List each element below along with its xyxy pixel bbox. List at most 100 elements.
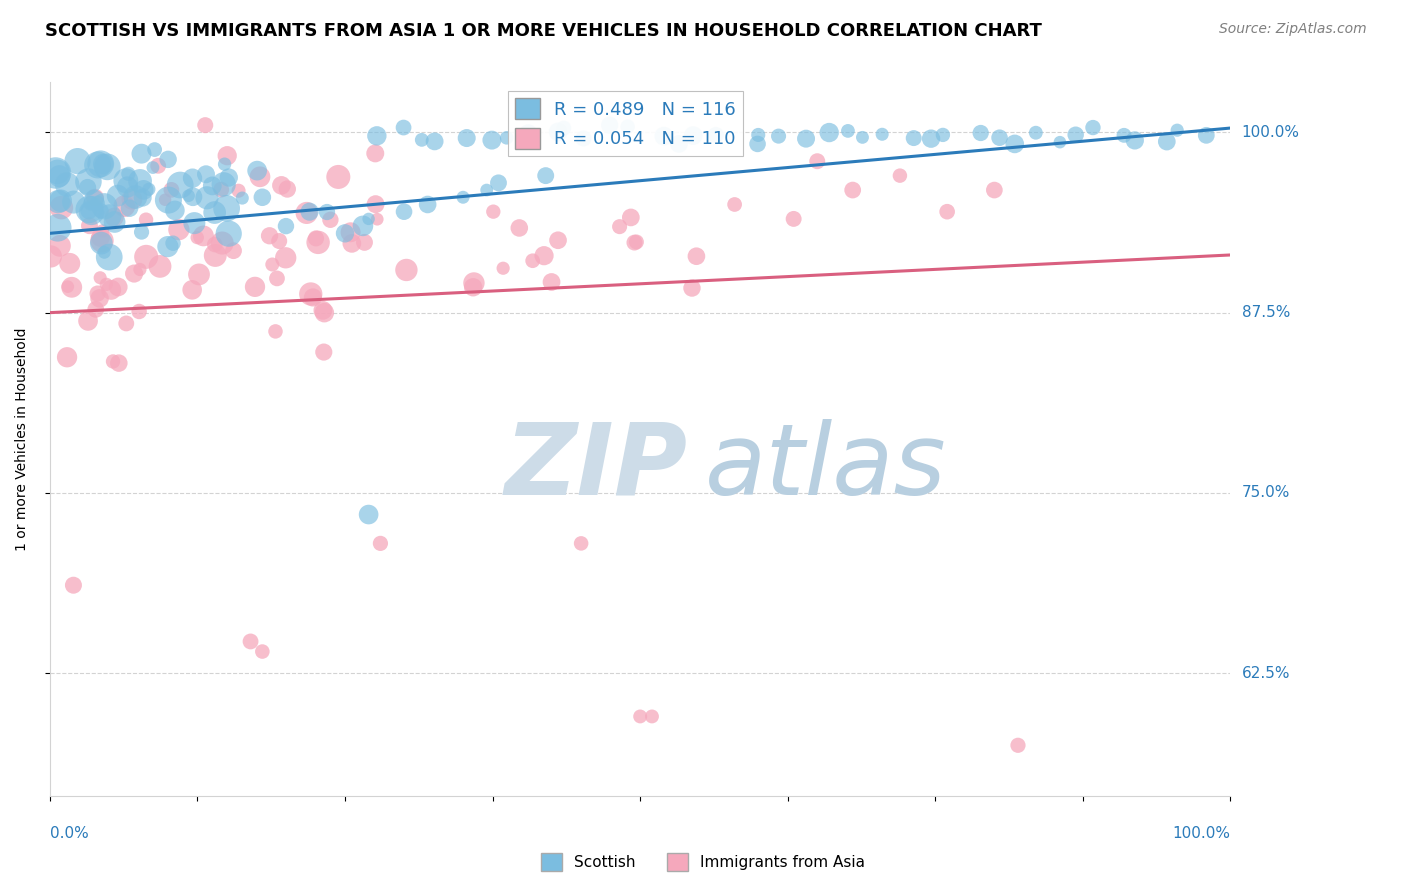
Point [103,211,125,225]
Point [249,169,271,184]
Point [48,169,70,183]
Point [222,244,245,258]
Point [98,250,121,264]
Point [806,154,828,169]
Point [56,351,79,365]
Point [218,170,240,185]
Point [56,178,79,192]
Point [747,136,769,151]
Point [312,303,335,318]
Point [704,128,727,142]
Point [101,354,124,368]
Point [302,290,325,304]
Point [143,143,166,157]
Legend: R = 0.489   N = 116, R = 0.054   N = 110: R = 0.489 N = 116, R = 0.054 N = 110 [508,91,744,156]
Text: 87.5%: 87.5% [1241,305,1289,320]
Point [932,128,955,142]
Point [870,128,893,142]
Point [77,202,100,217]
Point [274,219,297,233]
Point [364,197,387,211]
Point [80,196,103,211]
Point [1156,135,1178,149]
Point [59,256,82,270]
Point [328,169,350,184]
Point [124,190,146,204]
Point [90,236,112,251]
Point [86,158,108,172]
Point [62,195,84,210]
Point [107,188,129,202]
Point [352,219,374,233]
Point [117,180,139,194]
Point [204,205,226,219]
Point [274,251,297,265]
Point [131,225,153,239]
Point [988,130,1011,145]
Point [723,197,745,211]
Point [79,219,101,233]
Point [353,235,375,250]
Point [91,224,114,238]
Point [1004,136,1026,151]
Point [609,219,631,234]
Point [107,280,129,294]
Point [156,239,179,253]
Point [970,126,993,140]
Point [818,126,841,140]
Point [1081,120,1104,135]
Point [46,194,69,209]
Point [77,314,100,328]
Point [56,279,79,293]
Point [682,128,704,143]
Point [96,160,118,174]
Point [264,325,287,339]
Point [312,345,335,359]
Point [62,578,84,592]
Point [314,306,336,320]
Point [1123,133,1146,147]
Point [209,183,232,197]
Point [142,161,165,175]
Point [135,250,157,264]
Point [423,134,446,148]
Point [44,166,66,180]
Point [104,215,127,229]
Point [195,191,218,205]
Point [623,235,645,250]
Point [96,277,118,292]
Point [77,175,100,189]
Point [768,129,790,144]
Point [936,204,959,219]
Point [837,124,859,138]
Point [157,153,180,167]
Point [49,194,72,208]
Point [243,280,266,294]
Point [195,167,218,181]
Legend: Scottish, Immigrants from Asia: Scottish, Immigrants from Asia [534,847,872,877]
Point [1166,123,1188,137]
Point [475,183,498,197]
Text: 100.0%: 100.0% [1173,826,1230,841]
Point [357,508,380,522]
Point [122,267,145,281]
Point [333,227,356,241]
Point [295,206,318,220]
Point [340,236,363,251]
Point [534,169,557,183]
Point [252,644,274,658]
Point [39,249,62,263]
Point [231,191,253,205]
Point [51,201,73,215]
Point [83,193,105,207]
Point [128,304,150,318]
Point [395,263,418,277]
Point [183,216,205,230]
Point [246,163,269,178]
Point [270,178,292,193]
Point [889,169,911,183]
Point [93,245,115,260]
Point [1195,128,1218,143]
Point [370,536,392,550]
Point [118,201,141,215]
